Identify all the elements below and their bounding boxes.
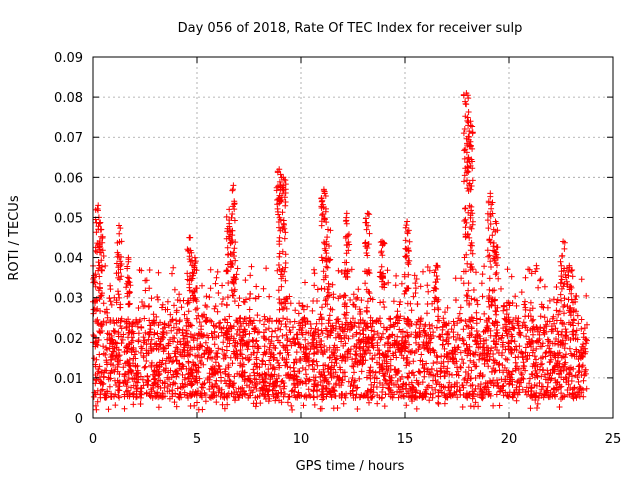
plot-frame xyxy=(92,56,614,419)
chart-title: Day 056 of 2018, Rate Of TEC Index for r… xyxy=(178,21,523,36)
y-tick-label: 0.02 xyxy=(54,332,83,347)
y-tick-label: 0.09 xyxy=(54,51,83,66)
data-points xyxy=(90,90,590,413)
y-tick-label: 0.06 xyxy=(54,171,83,186)
y-tick-label: 0.08 xyxy=(54,91,83,106)
y-tick-label: 0.04 xyxy=(54,252,83,267)
y-axis-label: ROTI / TECUs xyxy=(7,195,22,280)
x-tick-label: 20 xyxy=(501,432,518,447)
y-tick-label: 0 xyxy=(75,412,83,427)
x-tick-label: 25 xyxy=(605,432,622,447)
x-axis-label: GPS time / hours xyxy=(296,459,405,474)
y-tick-label: 0.03 xyxy=(54,292,83,307)
x-tick-label: 5 xyxy=(193,432,201,447)
x-tick-label: 0 xyxy=(89,432,97,447)
scatter-markers xyxy=(90,90,590,413)
y-tick-label: 0.05 xyxy=(54,211,83,226)
y-tick-label: 0.01 xyxy=(54,372,83,387)
axis-ticks: 0 5 10 15 20 25 0 0.01 0.02 0.03 0.04 0.05 0.06 0.07 0… xyxy=(54,51,621,447)
x-tick-label: 10 xyxy=(293,432,310,447)
x-tick-label: 15 xyxy=(397,432,414,447)
y-tick-label: 0.07 xyxy=(54,131,83,146)
